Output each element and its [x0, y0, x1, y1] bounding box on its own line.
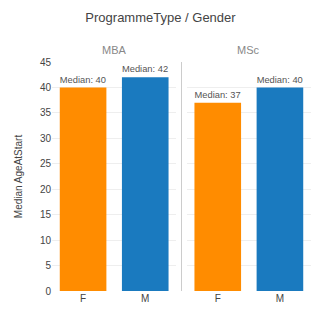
svg-text:30: 30: [40, 133, 52, 144]
svg-text:25: 25: [40, 158, 52, 169]
svg-text:45: 45: [40, 57, 52, 68]
svg-text:MSc: MSc: [237, 44, 260, 56]
svg-text:F: F: [215, 293, 221, 304]
svg-text:5: 5: [45, 260, 51, 271]
svg-text:Median: 37: Median: 37: [194, 90, 240, 100]
svg-text:15: 15: [40, 209, 52, 220]
svg-text:35: 35: [40, 107, 52, 118]
svg-text:10: 10: [40, 235, 52, 246]
svg-text:ProgrammeType / Gender: ProgrammeType / Gender: [85, 10, 236, 25]
svg-text:0: 0: [45, 286, 51, 297]
svg-text:20: 20: [40, 184, 52, 195]
svg-text:Median: 42: Median: 42: [122, 64, 168, 74]
svg-text:M: M: [276, 293, 284, 304]
svg-text:Median: 40: Median: 40: [60, 75, 106, 85]
svg-text:Median AgeAtStart: Median AgeAtStart: [13, 135, 24, 219]
svg-text:Median: 40: Median: 40: [257, 75, 303, 85]
svg-text:MBA: MBA: [102, 44, 127, 56]
svg-text:40: 40: [40, 82, 52, 93]
svg-text:M: M: [141, 293, 149, 304]
svg-text:F: F: [80, 293, 86, 304]
